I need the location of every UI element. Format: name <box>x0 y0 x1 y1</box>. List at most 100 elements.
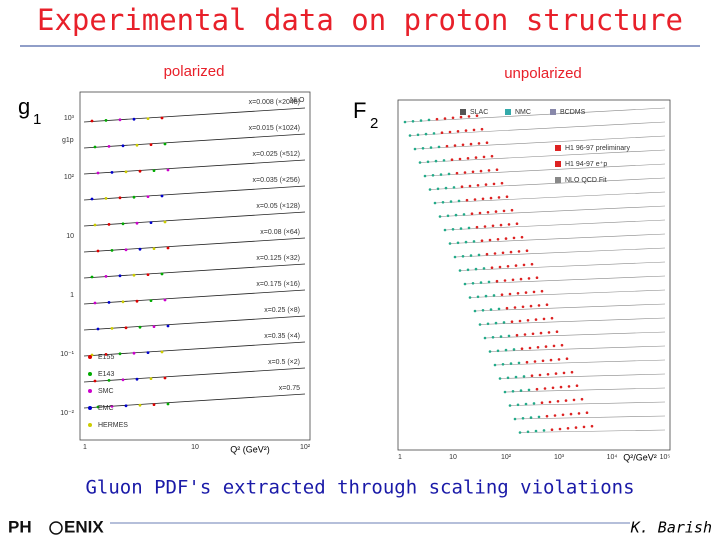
point <box>518 431 522 434</box>
point <box>440 131 444 134</box>
point <box>533 360 537 363</box>
point <box>149 377 153 380</box>
fit-line <box>424 163 666 177</box>
point <box>483 225 487 228</box>
fit-line <box>83 159 306 175</box>
point <box>570 370 574 374</box>
point <box>498 265 502 269</box>
point <box>582 425 586 429</box>
fit-line <box>489 345 666 352</box>
point <box>504 348 508 352</box>
point <box>541 359 545 363</box>
curve-label: x=0.175 (×16) <box>256 281 300 288</box>
point <box>544 345 548 348</box>
y-tick-label: 10³ <box>64 115 75 122</box>
point <box>504 237 508 240</box>
point <box>509 362 513 365</box>
point <box>468 296 472 299</box>
point <box>497 307 501 311</box>
point <box>166 168 170 172</box>
curve-label: x=0.025 (×512) <box>253 151 300 158</box>
point <box>411 120 415 123</box>
point <box>456 130 460 133</box>
point <box>532 290 536 294</box>
point <box>542 317 546 321</box>
point <box>487 169 491 172</box>
x-axis-label: Q²/GeV² <box>623 452 657 462</box>
point <box>471 282 475 285</box>
fit-line <box>519 429 666 433</box>
point <box>477 253 481 257</box>
point <box>580 397 584 401</box>
legend-entry: NLO QCD Fit <box>565 177 607 184</box>
fit-line <box>434 191 666 204</box>
point <box>433 201 437 205</box>
point <box>553 414 557 417</box>
point <box>508 292 512 296</box>
point <box>545 303 549 307</box>
point <box>474 156 478 159</box>
point <box>472 128 476 132</box>
point <box>416 133 420 137</box>
point <box>138 169 142 173</box>
point <box>110 249 114 252</box>
point <box>477 142 481 145</box>
point <box>146 273 150 276</box>
point <box>96 249 100 253</box>
point <box>464 240 468 244</box>
point <box>512 236 516 240</box>
point <box>403 120 407 124</box>
point <box>522 263 526 267</box>
curve-label: x=0.125 (×32) <box>256 255 300 262</box>
point <box>526 319 530 322</box>
point <box>453 255 457 259</box>
legend-marker <box>88 355 92 359</box>
point <box>510 208 514 212</box>
point <box>476 295 480 299</box>
point <box>556 400 560 403</box>
point <box>577 412 581 415</box>
point <box>496 349 500 353</box>
x-tick-label: 10² <box>300 444 311 451</box>
fit-line <box>409 121 666 136</box>
point <box>479 169 483 173</box>
curve-label: x=0.05 (×128) <box>256 203 300 210</box>
point <box>493 252 497 255</box>
point <box>527 388 531 392</box>
point <box>572 398 576 402</box>
point <box>431 174 435 177</box>
point <box>529 304 533 308</box>
point <box>121 222 125 226</box>
legend-marker <box>88 372 92 376</box>
point <box>418 161 422 164</box>
point <box>110 171 114 174</box>
point <box>543 387 547 390</box>
x-axis-label: Q² (GeV²) <box>230 444 270 454</box>
point <box>503 390 507 394</box>
point <box>439 173 443 176</box>
point <box>455 171 459 175</box>
left-symbol-sub: 1 <box>33 111 41 128</box>
point <box>456 241 460 245</box>
point <box>561 413 565 417</box>
point <box>118 352 122 356</box>
point <box>496 238 500 241</box>
legend-entry: E155 <box>98 354 114 361</box>
point <box>535 276 539 280</box>
point <box>166 246 170 250</box>
point <box>552 344 556 348</box>
point <box>437 145 441 149</box>
fit-line <box>509 401 666 406</box>
plot-frame <box>397 99 671 451</box>
fit-line <box>83 367 306 383</box>
point <box>493 363 497 367</box>
point <box>90 119 94 123</box>
point <box>499 223 503 227</box>
y-tick-label: 10⁻¹ <box>60 351 74 358</box>
curve-label: x=0.5 (×2) <box>268 359 300 366</box>
legend-marker <box>550 109 556 115</box>
point <box>451 116 455 120</box>
point <box>500 293 504 297</box>
point <box>471 170 475 174</box>
point <box>488 350 492 353</box>
